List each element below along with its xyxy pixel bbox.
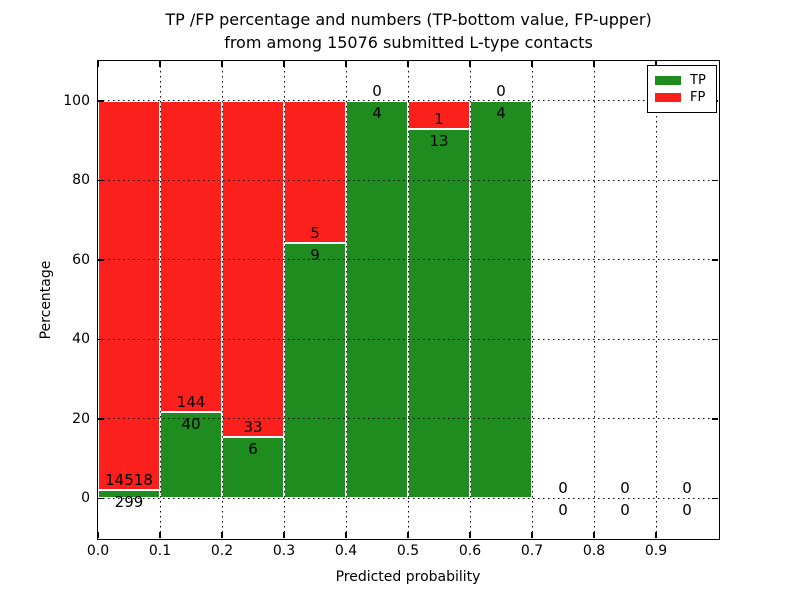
legend-swatch-fp <box>655 93 681 102</box>
tp-count-label-0.6: 4 <box>496 103 506 122</box>
fp-count-label-0.1: 144 <box>176 392 206 411</box>
ytick-left-60 <box>98 259 104 261</box>
ytick-label-100: 100 <box>63 92 90 109</box>
fp-count-label-0.4: 0 <box>372 81 382 100</box>
xtick-bottom-0.6 <box>469 532 471 538</box>
tp-count-label-0.9: 0 <box>682 501 692 520</box>
plot-area: TP FP 0 20 40 60 80 100 0.0 0.1 0.2 0.3 0.4 0.5 0.6 0… <box>63 60 720 559</box>
legend-label-tp: TP <box>690 73 706 88</box>
gridline-x-0.8 <box>593 61 595 538</box>
xtick-bottom-0.9 <box>655 532 657 538</box>
x-axis-label: Predicted probability <box>335 569 481 585</box>
bar-tp-0.3 <box>284 242 346 499</box>
gridline-x-0.5 <box>407 61 409 538</box>
tp-count-label-0.0: 299 <box>114 493 144 512</box>
xtick-label-0.0: 0.0 <box>86 543 110 559</box>
ytick-left-100 <box>98 100 104 102</box>
xtick-top-0.0 <box>97 61 99 67</box>
fp-count-label-0.7: 0 <box>558 479 568 498</box>
xtick-top-0.9 <box>655 61 657 67</box>
xtick-bottom-0.3 <box>283 532 285 538</box>
fp-count-label-0.9: 0 <box>682 479 692 498</box>
gridline-x-0.4 <box>345 61 347 538</box>
xtick-bottom-0.5 <box>407 532 409 538</box>
xtick-bottom-0.8 <box>593 532 595 538</box>
xtick-label-0.3: 0.3 <box>272 543 296 559</box>
xtick-bottom-0.1 <box>159 532 161 538</box>
xtick-label-0.1: 0.1 <box>148 543 172 559</box>
legend-label-fp: FP <box>690 90 706 105</box>
xtick-top-0.1 <box>159 61 161 67</box>
legend-item-fp: FP <box>655 90 712 105</box>
fp-count-label-0.6: 0 <box>496 81 506 100</box>
bar-tp-0.4 <box>346 100 408 499</box>
legend-swatch-tp <box>655 76 681 85</box>
xtick-label-0.2: 0.2 <box>210 543 234 559</box>
gridline-x-0.6 <box>469 61 471 538</box>
ytick-right-20 <box>712 418 718 420</box>
xtick-top-0.5 <box>407 61 409 67</box>
ytick-right-40 <box>712 338 718 340</box>
xtick-label-0.5: 0.5 <box>396 543 420 559</box>
ytick-left-20 <box>98 418 104 420</box>
ytick-right-80 <box>712 179 718 181</box>
ytick-label-60: 60 <box>72 251 90 268</box>
xtick-label-0.7: 0.7 <box>520 543 544 559</box>
bar-fp-0.0 <box>98 100 160 491</box>
xtick-label-0.8: 0.8 <box>582 543 606 559</box>
chart-title: TP /FP percentage and numbers (TP-bottom… <box>97 8 720 54</box>
xtick-top-0.2 <box>221 61 223 67</box>
xtick-label-0.6: 0.6 <box>458 543 482 559</box>
ytick-right-60 <box>712 259 718 261</box>
tp-count-label-0.5: 13 <box>429 132 449 151</box>
xtick-top-0.3 <box>283 61 285 67</box>
tp-count-label-0.3: 9 <box>310 245 320 264</box>
ytick-left-0 <box>98 497 104 499</box>
chart-title-line1: TP /FP percentage and numbers (TP-bottom… <box>165 10 652 29</box>
bar-fp-0.3 <box>284 100 346 243</box>
fp-count-label-0.8: 0 <box>620 479 630 498</box>
xtick-top-0.7 <box>531 61 533 67</box>
ytick-label-20: 20 <box>72 410 90 427</box>
tp-count-label-0.8: 0 <box>620 501 630 520</box>
gridline-x-0.7 <box>531 61 533 538</box>
bar-fp-0.1 <box>160 100 222 412</box>
ytick-label-0: 0 <box>81 490 90 507</box>
ytick-left-80 <box>98 179 104 181</box>
xtick-label-0.4: 0.4 <box>334 543 358 559</box>
xtick-top-0.4 <box>345 61 347 67</box>
xtick-bottom-0.0 <box>97 532 99 538</box>
fp-count-label-0.0: 14518 <box>105 471 153 490</box>
bar-tp-0.2 <box>222 437 284 499</box>
chart-title-line2: from among 15076 submitted L-type contac… <box>224 33 593 52</box>
tp-count-label-0.7: 0 <box>558 501 568 520</box>
xtick-label-0.9: 0.9 <box>644 543 668 559</box>
gridline-x-0.3 <box>283 61 285 538</box>
y-axis-label: Percentage <box>38 260 54 340</box>
ytick-left-40 <box>98 338 104 340</box>
fp-count-label-0.3: 5 <box>310 223 320 242</box>
tp-count-label-0.1: 40 <box>181 414 201 433</box>
bar-fp-0.2 <box>222 100 284 438</box>
gridline-x-0.2 <box>221 61 223 538</box>
legend: TP FP <box>647 65 717 113</box>
bar-tp-0.5 <box>408 129 470 499</box>
bar-tp-0.6 <box>470 100 532 499</box>
xtick-bottom-0.4 <box>345 532 347 538</box>
fp-count-label-0.2: 33 <box>243 418 263 437</box>
tp-count-label-0.2: 6 <box>248 440 258 459</box>
xtick-top-0.8 <box>593 61 595 67</box>
legend-item-tp: TP <box>655 73 712 88</box>
xtick-top-0.6 <box>469 61 471 67</box>
ytick-label-40: 40 <box>72 331 90 348</box>
gridline-x-0.1 <box>159 61 161 538</box>
ytick-label-80: 80 <box>72 172 90 189</box>
gridline-x-0.9 <box>655 61 657 538</box>
xtick-bottom-0.7 <box>531 532 533 538</box>
ytick-right-0 <box>712 497 718 499</box>
xtick-bottom-0.2 <box>221 532 223 538</box>
fp-count-label-0.5: 1 <box>434 110 444 129</box>
tp-count-label-0.4: 4 <box>372 103 382 122</box>
